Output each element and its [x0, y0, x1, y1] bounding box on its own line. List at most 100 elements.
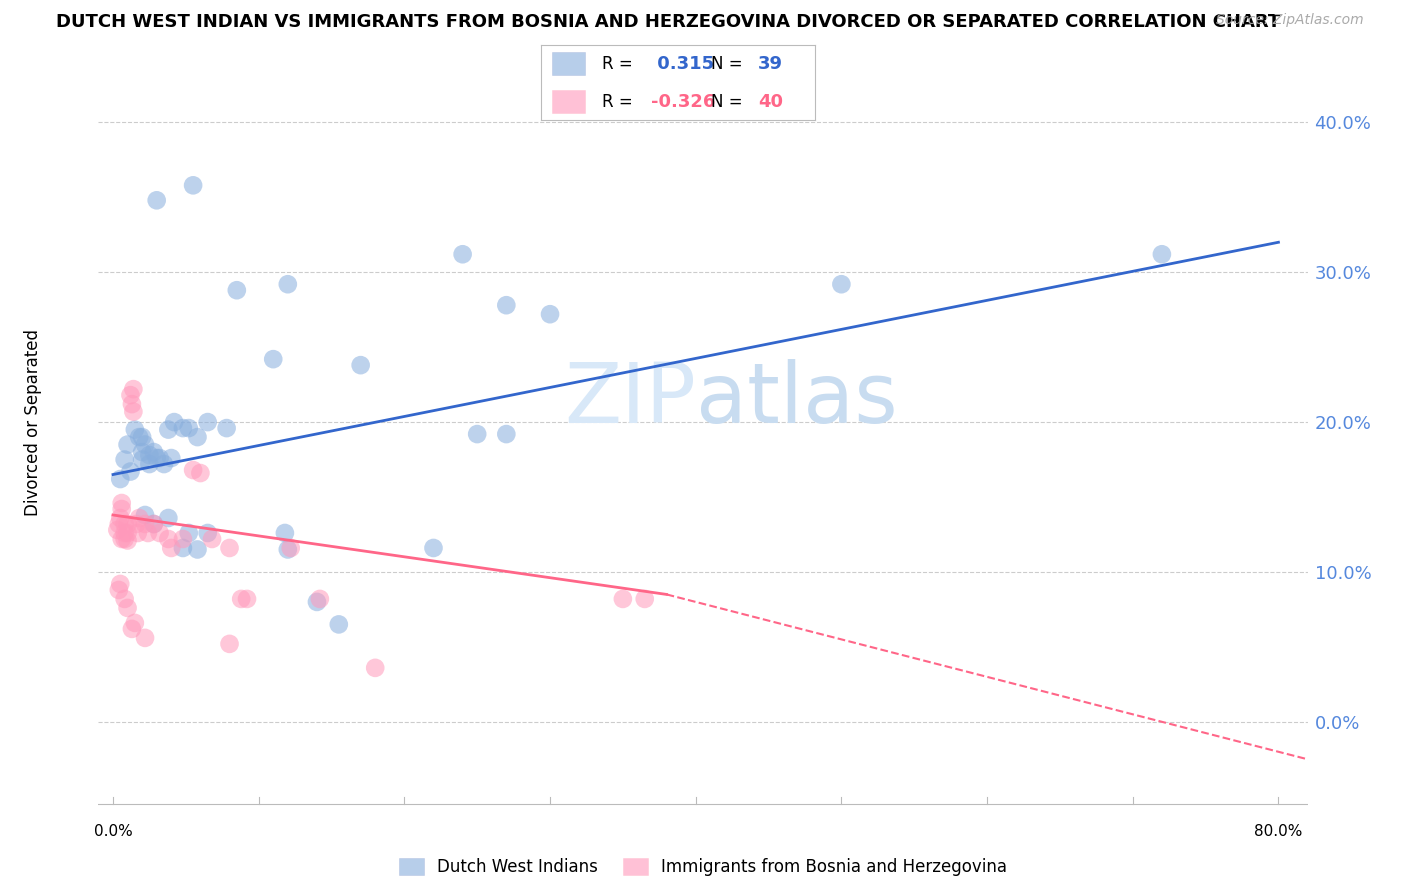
- Point: [120, 388, 142, 402]
- Point: [134, 631, 156, 645]
- Point: [364, 661, 387, 675]
- Point: [231, 591, 253, 606]
- Point: [157, 423, 180, 437]
- Point: [215, 421, 238, 435]
- Point: [120, 465, 142, 479]
- Point: [145, 451, 167, 466]
- Point: [186, 430, 208, 444]
- Point: [110, 472, 132, 486]
- Point: [308, 591, 330, 606]
- Point: [201, 532, 224, 546]
- Point: [277, 277, 299, 292]
- Point: [108, 582, 131, 597]
- Point: [121, 622, 143, 636]
- Point: [172, 421, 194, 435]
- Text: N =: N =: [711, 55, 748, 73]
- Point: [134, 508, 156, 522]
- Point: [134, 437, 156, 451]
- Point: [110, 511, 132, 525]
- Point: [114, 452, 136, 467]
- Legend: Dutch West Indians, Immigrants from Bosnia and Herzegovina: Dutch West Indians, Immigrants from Bosn…: [392, 851, 1014, 883]
- Point: [128, 430, 150, 444]
- Point: [149, 451, 172, 466]
- Point: [305, 595, 328, 609]
- Point: [181, 463, 204, 477]
- Text: Source: ZipAtlas.com: Source: ZipAtlas.com: [1216, 13, 1364, 28]
- Point: [122, 404, 145, 418]
- Text: 39: 39: [758, 55, 783, 73]
- Point: [117, 533, 139, 548]
- Point: [225, 283, 247, 297]
- Point: [142, 516, 165, 531]
- Point: [114, 591, 136, 606]
- Point: [218, 637, 240, 651]
- Text: -0.326: -0.326: [651, 94, 716, 112]
- Point: [181, 178, 204, 193]
- Point: [117, 516, 139, 531]
- Point: [634, 591, 657, 606]
- Point: [830, 277, 852, 292]
- Point: [111, 496, 134, 510]
- Point: [145, 194, 167, 208]
- Text: Divorced or Separated: Divorced or Separated: [24, 328, 42, 516]
- Point: [117, 437, 139, 451]
- Point: [451, 247, 474, 261]
- Point: [197, 526, 219, 541]
- Point: [121, 397, 143, 411]
- Point: [612, 591, 634, 606]
- Point: [157, 511, 180, 525]
- Point: [131, 430, 153, 444]
- Text: 40: 40: [758, 94, 783, 112]
- Point: [114, 526, 136, 541]
- Point: [157, 532, 180, 546]
- Text: 0.315: 0.315: [651, 55, 714, 73]
- Point: [262, 352, 284, 367]
- Point: [111, 502, 134, 516]
- Point: [117, 526, 139, 541]
- Text: R =: R =: [602, 94, 638, 112]
- Text: DUTCH WEST INDIAN VS IMMIGRANTS FROM BOSNIA AND HERZEGOVINA DIVORCED OR SEPARATE: DUTCH WEST INDIAN VS IMMIGRANTS FROM BOS…: [56, 13, 1281, 31]
- Point: [422, 541, 444, 555]
- Point: [172, 532, 194, 546]
- Point: [138, 448, 160, 462]
- Point: [495, 298, 517, 312]
- Point: [110, 577, 132, 591]
- Text: 80.0%: 80.0%: [1254, 823, 1302, 838]
- Point: [350, 358, 373, 372]
- Point: [124, 615, 146, 630]
- Point: [1150, 247, 1173, 261]
- Point: [108, 516, 131, 531]
- Point: [495, 427, 517, 442]
- Point: [124, 423, 146, 437]
- Point: [122, 382, 145, 396]
- Point: [274, 526, 297, 541]
- Point: [136, 526, 159, 541]
- Point: [277, 542, 299, 557]
- Point: [138, 457, 160, 471]
- Point: [172, 541, 194, 555]
- Point: [128, 511, 150, 525]
- Point: [538, 307, 561, 321]
- Point: [114, 516, 136, 531]
- Point: [328, 617, 350, 632]
- Point: [218, 541, 240, 555]
- Point: [177, 421, 200, 435]
- Text: N =: N =: [711, 94, 748, 112]
- FancyBboxPatch shape: [553, 52, 585, 75]
- Point: [197, 415, 219, 429]
- Point: [134, 516, 156, 531]
- FancyBboxPatch shape: [553, 90, 585, 112]
- Text: R =: R =: [602, 55, 638, 73]
- Point: [177, 526, 200, 541]
- Point: [160, 451, 183, 466]
- Point: [465, 427, 488, 442]
- Point: [125, 516, 148, 531]
- Point: [131, 445, 153, 459]
- Point: [131, 452, 153, 467]
- Point: [117, 601, 139, 615]
- Text: ZIP: ZIP: [564, 359, 696, 440]
- Point: [142, 445, 165, 459]
- Point: [163, 415, 186, 429]
- Text: atlas: atlas: [696, 359, 897, 440]
- Point: [127, 526, 149, 541]
